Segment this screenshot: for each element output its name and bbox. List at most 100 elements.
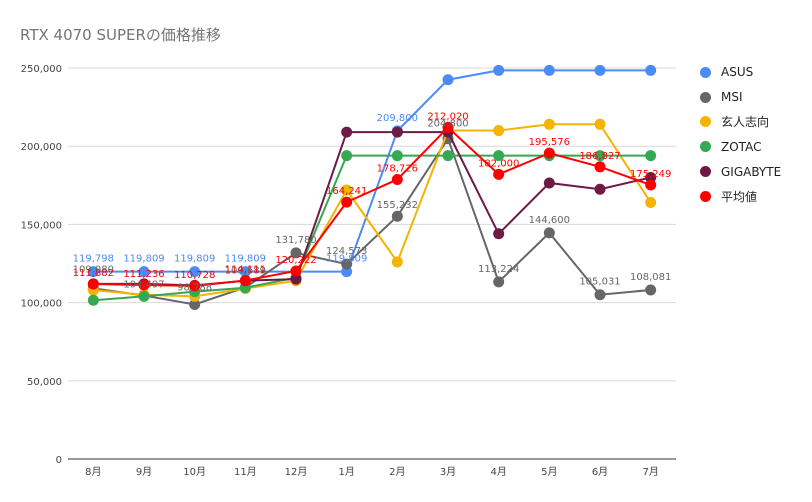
series-3 xyxy=(87,150,657,306)
data-point xyxy=(442,74,454,86)
data-point xyxy=(493,150,505,162)
x-tick-label: 3月 xyxy=(440,466,456,478)
data-point xyxy=(341,258,353,270)
data-label: 204,800 xyxy=(427,119,468,130)
data-label: 98,788 xyxy=(177,282,212,293)
data-labels: 119,798 119,809 119,809 119,809 119,809 209,8… xyxy=(73,111,672,293)
data-point xyxy=(645,197,657,209)
data-point xyxy=(645,64,657,76)
data-label: 175,249 xyxy=(630,169,671,180)
data-label: 124,573 xyxy=(326,246,367,257)
data-point xyxy=(341,126,353,138)
y-tick-label: 100,000 xyxy=(21,299,62,310)
legend-label: ASUS xyxy=(721,65,754,80)
data-point xyxy=(341,196,353,208)
data-point xyxy=(594,150,606,162)
data-label: 212,020 xyxy=(427,111,468,122)
data-point xyxy=(138,290,150,302)
x-tick-label: 2月 xyxy=(389,466,405,478)
data-label: 119,798 xyxy=(73,254,114,265)
series-line xyxy=(93,123,652,298)
x-tick-label: 10月 xyxy=(183,466,206,478)
data-label: 195,576 xyxy=(529,137,570,148)
series-4 xyxy=(87,126,657,291)
data-point xyxy=(493,168,505,180)
legend-label: 平均値 xyxy=(721,189,758,204)
data-point xyxy=(645,150,657,162)
data-point xyxy=(239,266,251,278)
data-label: 109,080 xyxy=(73,264,114,275)
series-line xyxy=(93,69,651,273)
legend-swatch xyxy=(700,66,711,78)
data-point xyxy=(493,125,505,137)
legend-item: ASUS xyxy=(700,60,781,85)
data-label: 182,000 xyxy=(478,158,519,169)
data-label: 120,222 xyxy=(275,255,316,266)
legend-item: 平均値 xyxy=(700,184,781,209)
y-tick-label: 250,000 xyxy=(21,64,62,75)
data-point xyxy=(594,289,606,301)
series-line xyxy=(93,136,651,306)
data-point xyxy=(493,228,505,240)
series-lines xyxy=(87,64,657,310)
data-point xyxy=(543,64,555,76)
data-point xyxy=(290,247,302,259)
data-label: 178,726 xyxy=(377,163,418,174)
data-point xyxy=(391,173,403,185)
data-label: 109,689 xyxy=(225,265,266,276)
x-tick-label: 11月 xyxy=(234,466,257,478)
data-point xyxy=(442,150,454,162)
data-point xyxy=(493,64,505,76)
data-point xyxy=(87,294,99,306)
data-point xyxy=(594,64,606,76)
data-point xyxy=(543,147,555,159)
y-tick-label: 0 xyxy=(56,455,62,466)
chart-legend: ASUS MSI 玄人志向 ZOTAC GIGABYTE 平均値 xyxy=(700,60,781,209)
data-label: 209,800 xyxy=(377,113,418,124)
series-5 xyxy=(87,121,657,292)
legend-label: GIGABYTE xyxy=(721,164,782,179)
y-tick-label: 200,000 xyxy=(21,142,62,153)
x-tick-label: 9月 xyxy=(136,466,152,478)
data-label: 119,809 xyxy=(174,254,215,265)
legend-label: 玄人志向 xyxy=(721,115,770,130)
data-label: 111,236 xyxy=(123,269,164,280)
data-point xyxy=(493,276,505,288)
data-point xyxy=(391,126,403,138)
data-label: 144,600 xyxy=(529,215,570,226)
data-point xyxy=(391,150,403,162)
legend-swatch xyxy=(700,91,711,103)
legend-swatch xyxy=(700,116,711,128)
y-tick-label: 50,000 xyxy=(27,377,62,388)
data-point xyxy=(543,227,555,239)
data-point xyxy=(645,179,657,191)
x-tick-label: 5月 xyxy=(541,466,557,478)
x-tick-label: 1月 xyxy=(338,466,354,478)
data-point xyxy=(341,184,353,196)
data-point xyxy=(543,177,555,189)
y-tick-label: 150,000 xyxy=(21,220,62,231)
data-label: 119,809 xyxy=(123,254,164,265)
data-point xyxy=(645,284,657,296)
data-label: 164,241 xyxy=(326,186,367,197)
data-label: 105,031 xyxy=(579,277,620,288)
legend-swatch xyxy=(700,166,711,178)
data-point xyxy=(138,266,150,278)
data-point xyxy=(290,273,302,285)
data-point xyxy=(290,265,302,277)
x-tick-label: 8月 xyxy=(85,466,101,478)
data-point xyxy=(239,275,251,287)
x-tick-label: 7月 xyxy=(642,466,658,478)
legend-item: 玄人志向 xyxy=(700,110,781,135)
data-point xyxy=(189,280,201,292)
data-point xyxy=(391,256,403,268)
data-point xyxy=(189,298,201,310)
data-label: 113,224 xyxy=(478,264,519,275)
data-point xyxy=(391,210,403,222)
data-point xyxy=(594,118,606,130)
data-point xyxy=(189,266,201,278)
data-point xyxy=(442,121,454,133)
data-point xyxy=(594,183,606,195)
legend-item: GIGABYTE xyxy=(700,159,781,184)
